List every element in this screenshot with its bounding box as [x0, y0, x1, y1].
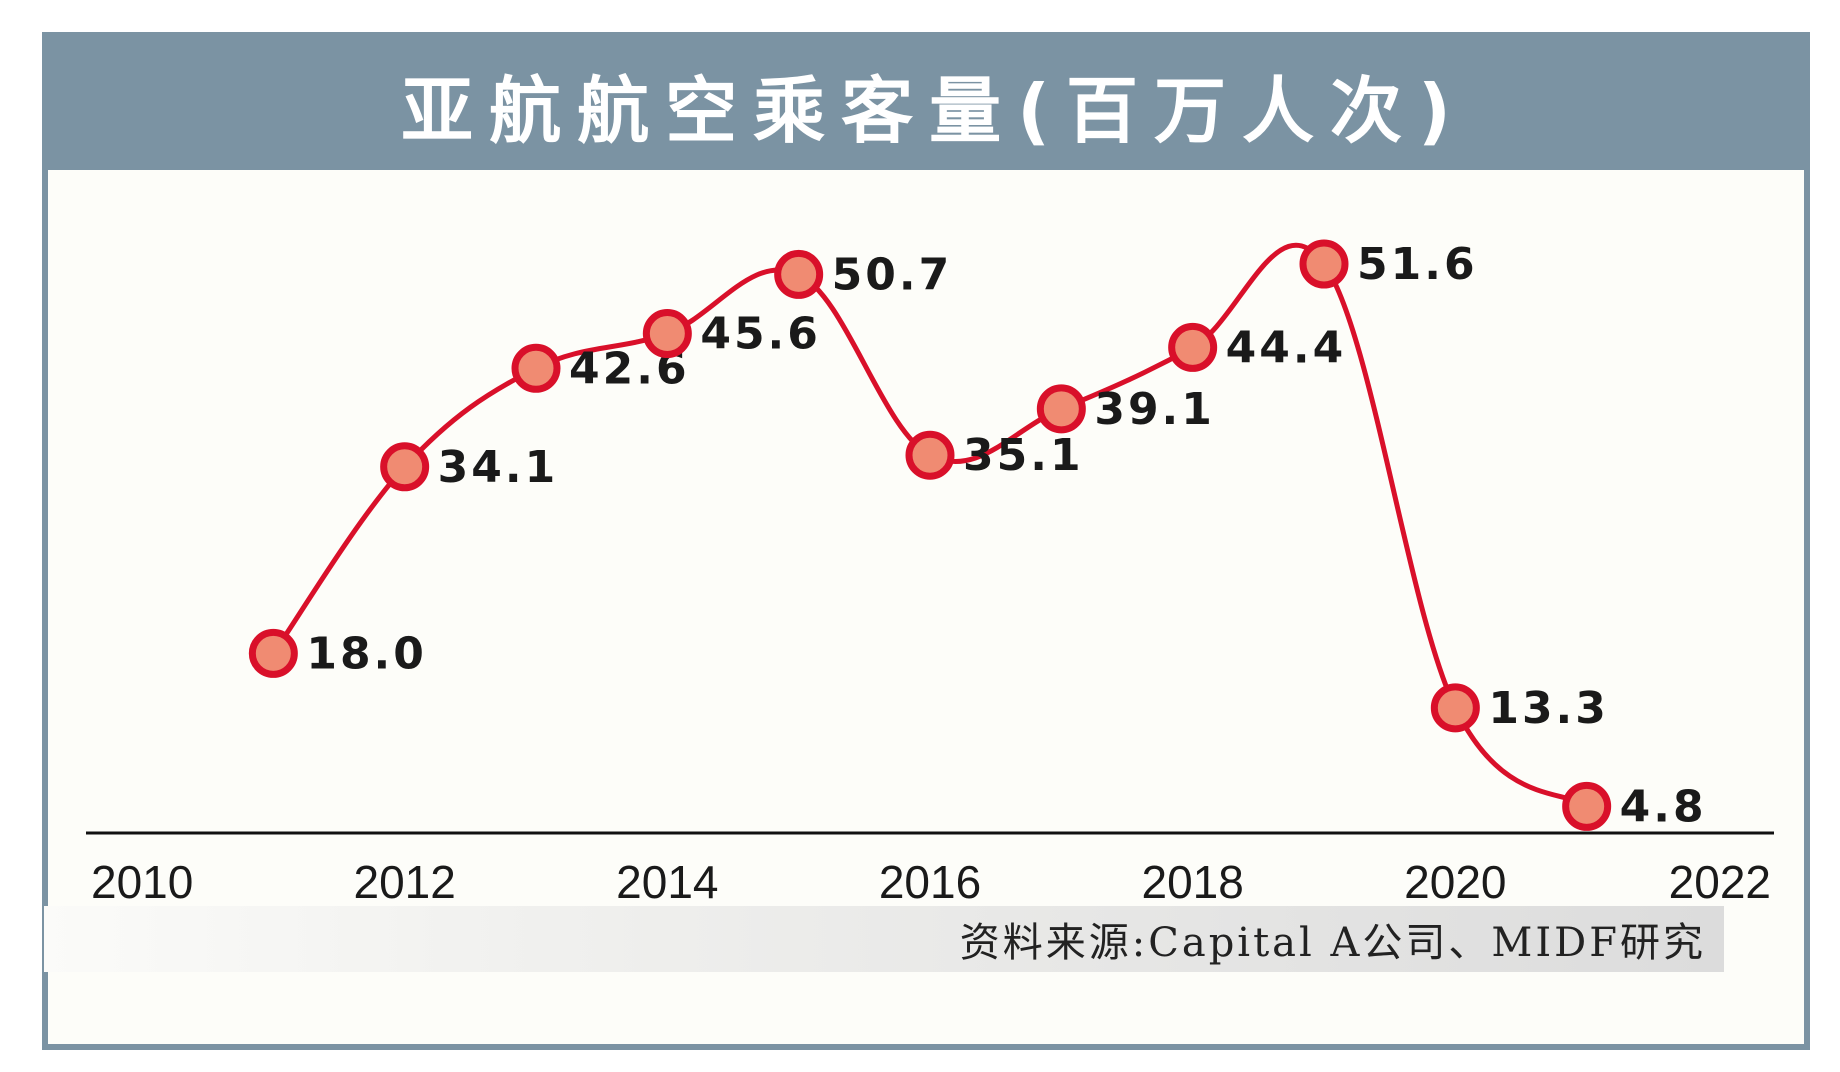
data-value-label: 44.4	[1226, 322, 1347, 373]
data-value-label: 51.6	[1357, 239, 1478, 290]
source-note: 资料来源:Capital A公司、MIDF研究	[959, 920, 1706, 966]
data-point-marker	[642, 309, 692, 359]
source-bar: 资料来源:Capital A公司、MIDF研究	[44, 906, 1724, 972]
chart-header: 亚航航空乘客量(百万人次)	[48, 38, 1804, 170]
data-value-label: 45.6	[700, 309, 821, 360]
data-value-label: 39.1	[1094, 384, 1215, 435]
x-tick-label: 2014	[616, 856, 718, 908]
data-point-marker	[1430, 683, 1480, 733]
data-value-label: 4.8	[1620, 781, 1707, 832]
chart-title: 亚航航空乘客量(百万人次)	[401, 68, 1467, 153]
data-value-label: 13.3	[1488, 683, 1609, 734]
chart-frame: 亚航航空乘客量(百万人次)	[42, 32, 1810, 1050]
data-point-marker	[248, 628, 298, 678]
data-value-label: 50.7	[832, 249, 953, 300]
data-point-marker	[1562, 781, 1612, 831]
data-value-label: 34.1	[438, 442, 559, 493]
data-point-marker	[1168, 322, 1218, 372]
data-value-label: 35.1	[963, 430, 1084, 481]
x-tick-label: 2018	[1141, 856, 1243, 908]
data-point-marker	[1299, 239, 1349, 289]
data-point-marker	[380, 442, 430, 492]
x-tick-label: 2010	[91, 856, 193, 908]
data-point-marker	[774, 249, 824, 299]
x-tick-label: 2020	[1404, 856, 1506, 908]
x-tick-label: 2016	[879, 856, 981, 908]
series-line	[271, 243, 1589, 809]
x-tick-label: 2012	[353, 856, 455, 908]
data-point-marker	[511, 343, 561, 393]
data-value-label: 18.0	[306, 628, 427, 679]
data-point-marker	[1036, 384, 1086, 434]
data-point-marker	[905, 430, 955, 480]
x-tick-label: 2022	[1669, 856, 1771, 908]
